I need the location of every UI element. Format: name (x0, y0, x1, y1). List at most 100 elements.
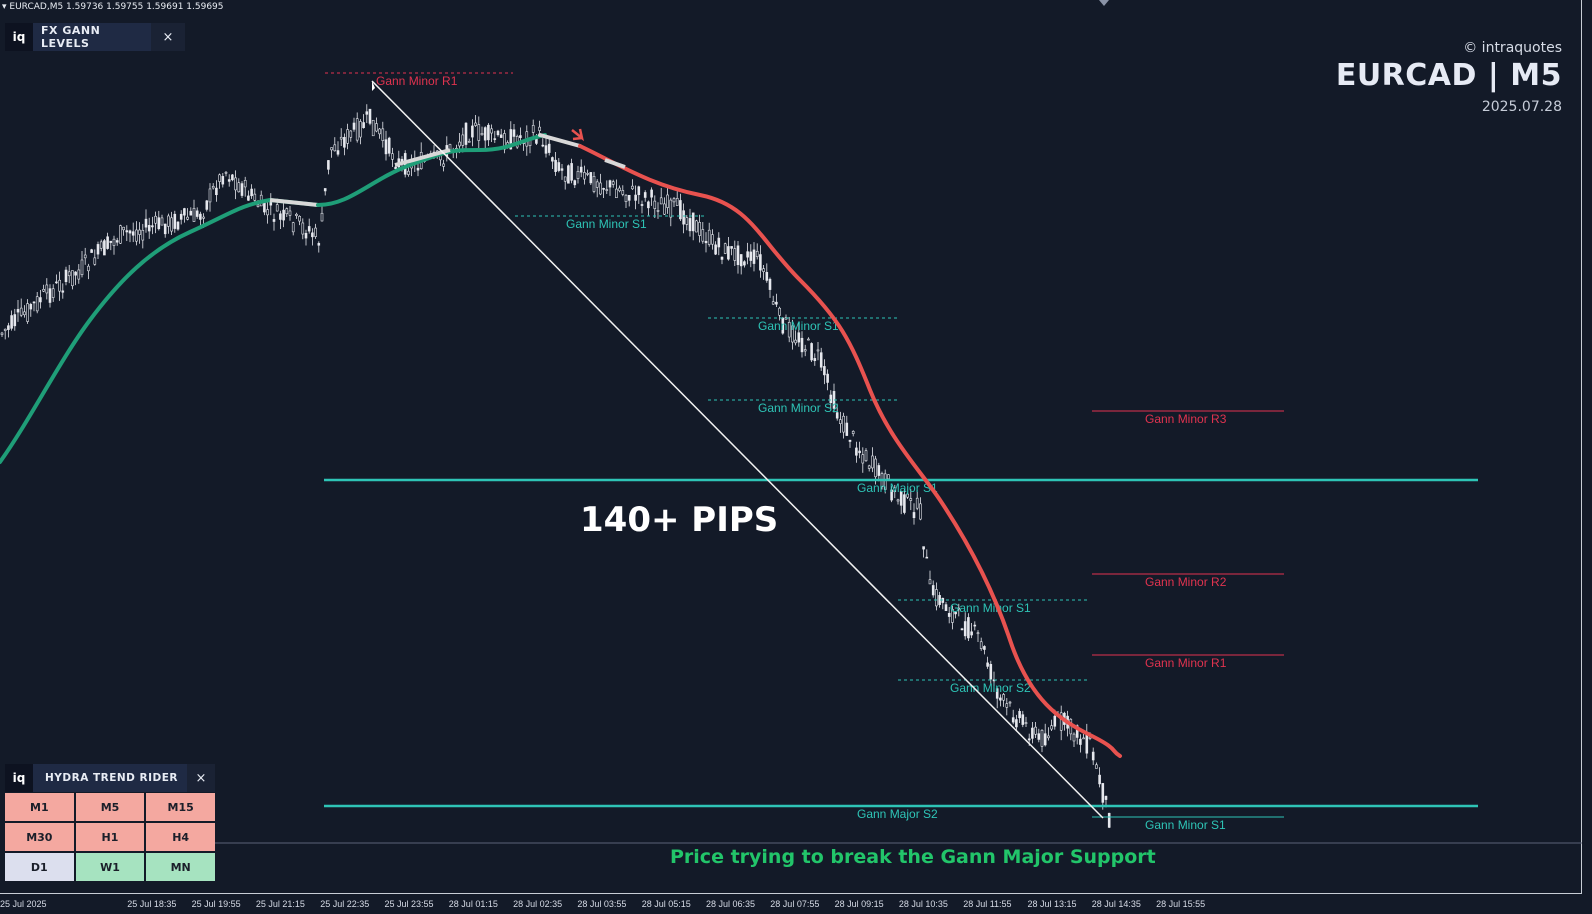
time-axis-label: 25 Jul 2025 (0, 899, 47, 909)
close-icon[interactable]: × (195, 770, 207, 786)
candle-body (621, 190, 625, 195)
candle-body (138, 229, 141, 235)
candle-body (205, 200, 209, 210)
timeframe-cell[interactable]: M1 (5, 793, 74, 821)
candle-body (99, 241, 103, 249)
candle-body (675, 198, 679, 206)
timeframe-cell[interactable]: W1 (75, 853, 145, 881)
candle-body (1098, 774, 1101, 785)
gann-level-label: Gann Minor S1 (950, 601, 1031, 615)
candle-body (768, 278, 772, 290)
gann-level-label: Gann Minor R1 (376, 74, 458, 88)
candle-body (144, 218, 148, 228)
candle-body (115, 240, 119, 243)
time-axis-label: 28 Jul 15:55 (1156, 899, 1205, 909)
candle-body (3, 328, 7, 331)
gann-level-label: Gann Minor R3 (1145, 412, 1227, 426)
candle-body (560, 168, 564, 171)
candle-body (944, 604, 948, 611)
candle-body (653, 200, 657, 209)
candle-body (7, 325, 10, 330)
candle-body (224, 171, 228, 174)
candle-body (314, 227, 317, 237)
candle-body (1047, 735, 1050, 739)
candle-body (778, 307, 781, 316)
candle-body (963, 621, 967, 637)
candle-body (45, 284, 49, 294)
close-icon[interactable]: × (162, 29, 174, 45)
gann-level-label: Gann Minor S1 (1145, 818, 1226, 832)
candle-body (1095, 764, 1098, 769)
candle-body (1104, 795, 1108, 800)
candle-body (199, 213, 202, 220)
candle-body (810, 343, 813, 361)
candle-body (23, 311, 26, 316)
candle-body (947, 613, 951, 617)
candle-body (112, 238, 116, 246)
trend-line-neutral (538, 133, 582, 148)
candle-body (960, 628, 964, 631)
timeframe-cell[interactable]: M5 (75, 793, 145, 821)
chart-area[interactable] (0, 0, 1582, 894)
candle-body (634, 194, 637, 201)
candle-body (208, 188, 212, 203)
symbol-info-text: EURCAD,M5 1.59736 1.59755 1.59691 1.5969… (9, 2, 224, 12)
timeframe-cell[interactable]: D1 (5, 853, 74, 881)
candle-body (544, 145, 548, 154)
candle-body (586, 173, 589, 175)
candle-body (787, 322, 791, 338)
candle-body (1082, 737, 1085, 740)
time-axis-label: 25 Jul 19:55 (192, 899, 241, 909)
candle-body (157, 217, 161, 230)
candle-body (67, 271, 71, 277)
timeframe-cell[interactable]: MN (146, 853, 215, 881)
candle-body (509, 129, 513, 150)
brand-block: © intraquotes EURCAD | M5 2025.07.28 (1336, 40, 1562, 115)
candle-body (179, 213, 183, 220)
candle-body (864, 450, 868, 462)
candle-body (663, 203, 666, 215)
candle-body (736, 245, 740, 265)
candle-body (797, 332, 801, 343)
candle-body (567, 165, 570, 184)
candle-body (135, 229, 138, 242)
candle-body (643, 192, 647, 198)
candle-body (359, 121, 362, 138)
candle-body (1005, 703, 1009, 708)
candle-body (685, 217, 689, 225)
candle-body (378, 128, 381, 135)
candle-body (71, 270, 74, 287)
candle-body (32, 301, 36, 304)
candle-body (618, 187, 621, 192)
candle-body (301, 222, 305, 235)
chart-shift-marker[interactable] (1099, 0, 1109, 6)
candle-body (733, 248, 737, 261)
candle-body (691, 212, 695, 232)
candle-body (845, 422, 849, 436)
candle-body (58, 279, 61, 292)
candle-body (720, 256, 724, 260)
timeframe-cell[interactable]: H4 (146, 823, 215, 851)
candle-body (906, 493, 909, 498)
candle-body (826, 373, 829, 383)
candle-body (243, 180, 247, 188)
gann-levels-panel: iq FX GANN LEVELS × (5, 23, 185, 51)
gann-level-label: Gann Minor S1 (566, 217, 647, 231)
candle-body (90, 249, 93, 253)
timeframe-cell[interactable]: M30 (5, 823, 74, 851)
candle-body (285, 208, 289, 215)
candle-body (170, 217, 173, 232)
candle-body (890, 489, 893, 501)
candle-body (579, 166, 583, 173)
candle-body (640, 204, 644, 206)
candle-body (688, 218, 692, 232)
pips-annotation: 140+ PIPS (580, 500, 779, 540)
timeframe-cell[interactable]: M15 (146, 793, 215, 821)
candle-body (195, 210, 199, 217)
timeframe-cell[interactable]: H1 (75, 823, 145, 851)
candle-body (589, 172, 593, 184)
candle-body (615, 188, 618, 199)
candle-body (183, 208, 186, 216)
candle-body (483, 127, 487, 141)
